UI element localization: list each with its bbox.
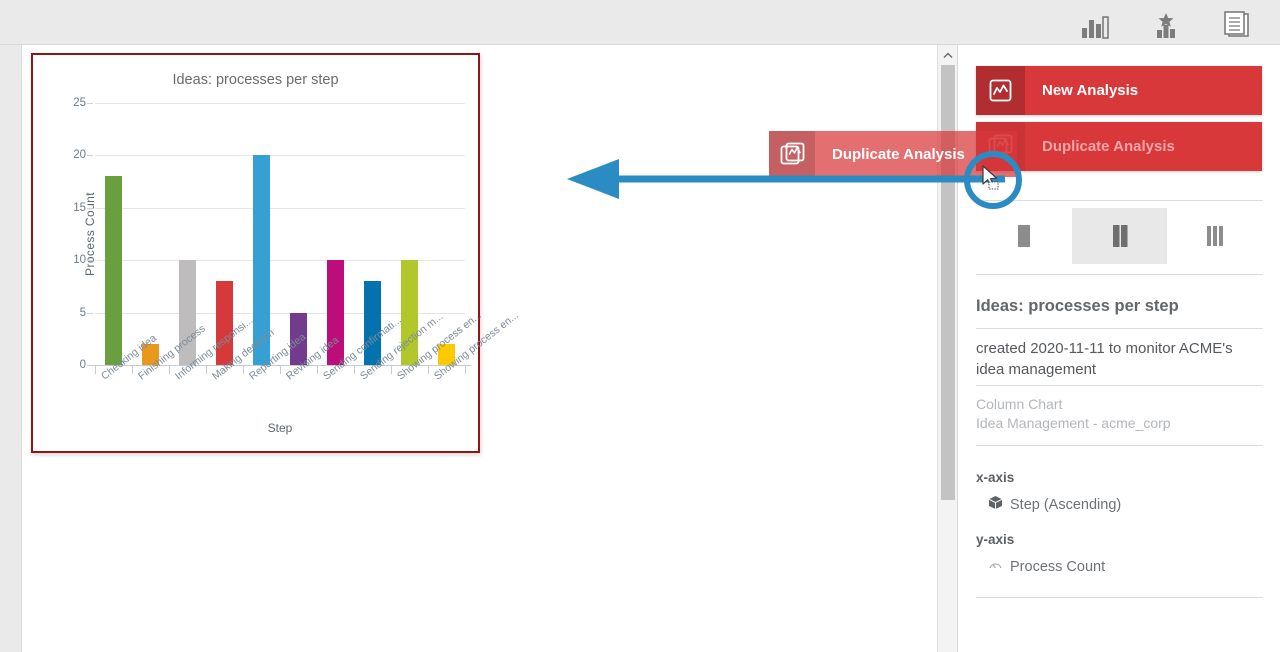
- x-axis-heading: x-axis: [976, 470, 1015, 485]
- x-tick-mark: [132, 365, 133, 374]
- chart-title: Ideas: processes per step: [172, 72, 339, 88]
- x-tick-mark: [95, 365, 96, 374]
- sidebar-divider-top: [976, 200, 1263, 201]
- measure-gauge-icon: [988, 557, 1003, 576]
- x-tick-mark: [206, 365, 207, 374]
- analysis-title: Ideas: processes per step: [976, 297, 1179, 315]
- analysis-meta: Column Chart Idea Management - acme_corp: [976, 395, 1263, 433]
- y-tick-label: 15: [73, 201, 86, 214]
- sidebar-divider-toggles: [976, 274, 1263, 275]
- bar-slot: [243, 103, 280, 365]
- bar-slot: [280, 103, 317, 365]
- layout-toggle-one-column[interactable]: [976, 208, 1072, 264]
- grid-line: [95, 207, 465, 209]
- layout-toggle-three-column[interactable]: [1167, 208, 1263, 264]
- bar-slot: [317, 103, 354, 365]
- chart-bar[interactable]: [290, 312, 307, 365]
- chart-bar[interactable]: [216, 281, 233, 365]
- scrollbar-thumb[interactable]: [941, 65, 955, 500]
- bar-slot: [391, 103, 428, 365]
- bar-slot: [169, 103, 206, 365]
- x-tick-mark: [465, 365, 466, 374]
- y-tick-mark: [87, 207, 93, 209]
- new-analysis-label: New Analysis: [1042, 82, 1139, 99]
- star-chart-icon[interactable]: [1148, 7, 1184, 39]
- bar-slot: [428, 103, 465, 365]
- chart-bar[interactable]: [364, 281, 381, 365]
- sidebar-divider-axes: [976, 597, 1263, 598]
- x-tick-mark: [280, 365, 281, 374]
- x-tick-mark: [391, 365, 392, 374]
- top-toolbar: [0, 0, 1280, 45]
- bar-slot: [206, 103, 243, 365]
- analysis-data-source: Idea Management - acme_corp: [976, 415, 1171, 431]
- documents-icon[interactable]: [1218, 7, 1254, 39]
- chart-bar[interactable]: [438, 344, 455, 365]
- bar-slot: [132, 103, 169, 365]
- analysis-chart-type: Column Chart: [976, 396, 1063, 412]
- x-axis-field-label: Step (Ascending): [1010, 496, 1122, 513]
- x-tick-mark: [354, 365, 355, 374]
- chart-bar[interactable]: [327, 260, 344, 365]
- duplicate-analysis-label: Duplicate Analysis: [1042, 138, 1175, 155]
- chart-bar[interactable]: [142, 344, 159, 365]
- y-tick-label: 10: [73, 254, 86, 267]
- x-axis-field[interactable]: Step (Ascending): [988, 495, 1121, 514]
- canvas-scrollbar[interactable]: [937, 45, 957, 652]
- sidebar-divider-desc: [976, 385, 1263, 386]
- analysis-sidebar: New Analysis Duplicate Analysis: [957, 45, 1280, 652]
- bar-series: [95, 103, 465, 365]
- analysis-description[interactable]: created 2020-11-11 to monitor ACME's ide…: [976, 340, 1233, 378]
- grid-line: [95, 260, 465, 262]
- grid-line: [95, 103, 465, 104]
- x-tick-mark: [317, 365, 318, 374]
- dimension-cube-icon: [988, 495, 1003, 514]
- y-axis-heading: y-axis: [976, 532, 1015, 547]
- new-analysis-icon: [976, 66, 1025, 115]
- bar-slot: [95, 103, 132, 365]
- x-tick-mark: [169, 365, 170, 374]
- chart-plot-area: Process Count 0 5 10 15 20 25: [73, 97, 471, 374]
- y-tick-label: 25: [73, 97, 86, 109]
- x-tick-mark: [428, 365, 429, 374]
- new-analysis-button[interactable]: New Analysis: [976, 66, 1262, 115]
- y-axis-field[interactable]: Process Count: [988, 557, 1105, 576]
- chart-bar[interactable]: [105, 176, 122, 365]
- toolbar-icon-group: [1078, 0, 1254, 45]
- y-tick-label: 0: [79, 359, 86, 371]
- duplicate-analysis-icon: [976, 122, 1025, 171]
- chart-bar[interactable]: [179, 260, 196, 365]
- y-tick-label: 5: [79, 306, 86, 319]
- bar-slot: [354, 103, 391, 365]
- chart-bar[interactable]: [253, 155, 270, 365]
- layout-toggle-group: [976, 208, 1263, 264]
- y-tick-mark: [87, 260, 93, 262]
- y-tick-mark: [87, 103, 93, 104]
- sidebar-divider-meta: [976, 445, 1263, 446]
- layout-toggle-two-column[interactable]: [1071, 208, 1168, 264]
- x-axis-title: Step: [267, 421, 293, 435]
- sidebar-divider-title: [976, 328, 1263, 329]
- y-tick-label: 20: [73, 149, 86, 162]
- x-tick-mark: [243, 365, 244, 374]
- y-tick-mark: [87, 155, 93, 157]
- grid-line: [95, 312, 465, 314]
- grid-line: [95, 155, 465, 157]
- chart-bar[interactable]: [401, 260, 418, 365]
- bar-chart-icon[interactable]: [1078, 7, 1114, 39]
- left-gutter: [0, 45, 22, 652]
- scroll-up-arrow-icon[interactable]: [938, 47, 958, 63]
- duplicate-analysis-button[interactable]: Duplicate Analysis: [976, 122, 1262, 171]
- y-tick-mark: [87, 312, 93, 314]
- y-axis-field-label: Process Count: [1010, 558, 1106, 575]
- chart-card[interactable]: Ideas: processes per step Process Count …: [31, 53, 521, 453]
- analysis-canvas: Ideas: processes per step Process Count …: [22, 45, 937, 652]
